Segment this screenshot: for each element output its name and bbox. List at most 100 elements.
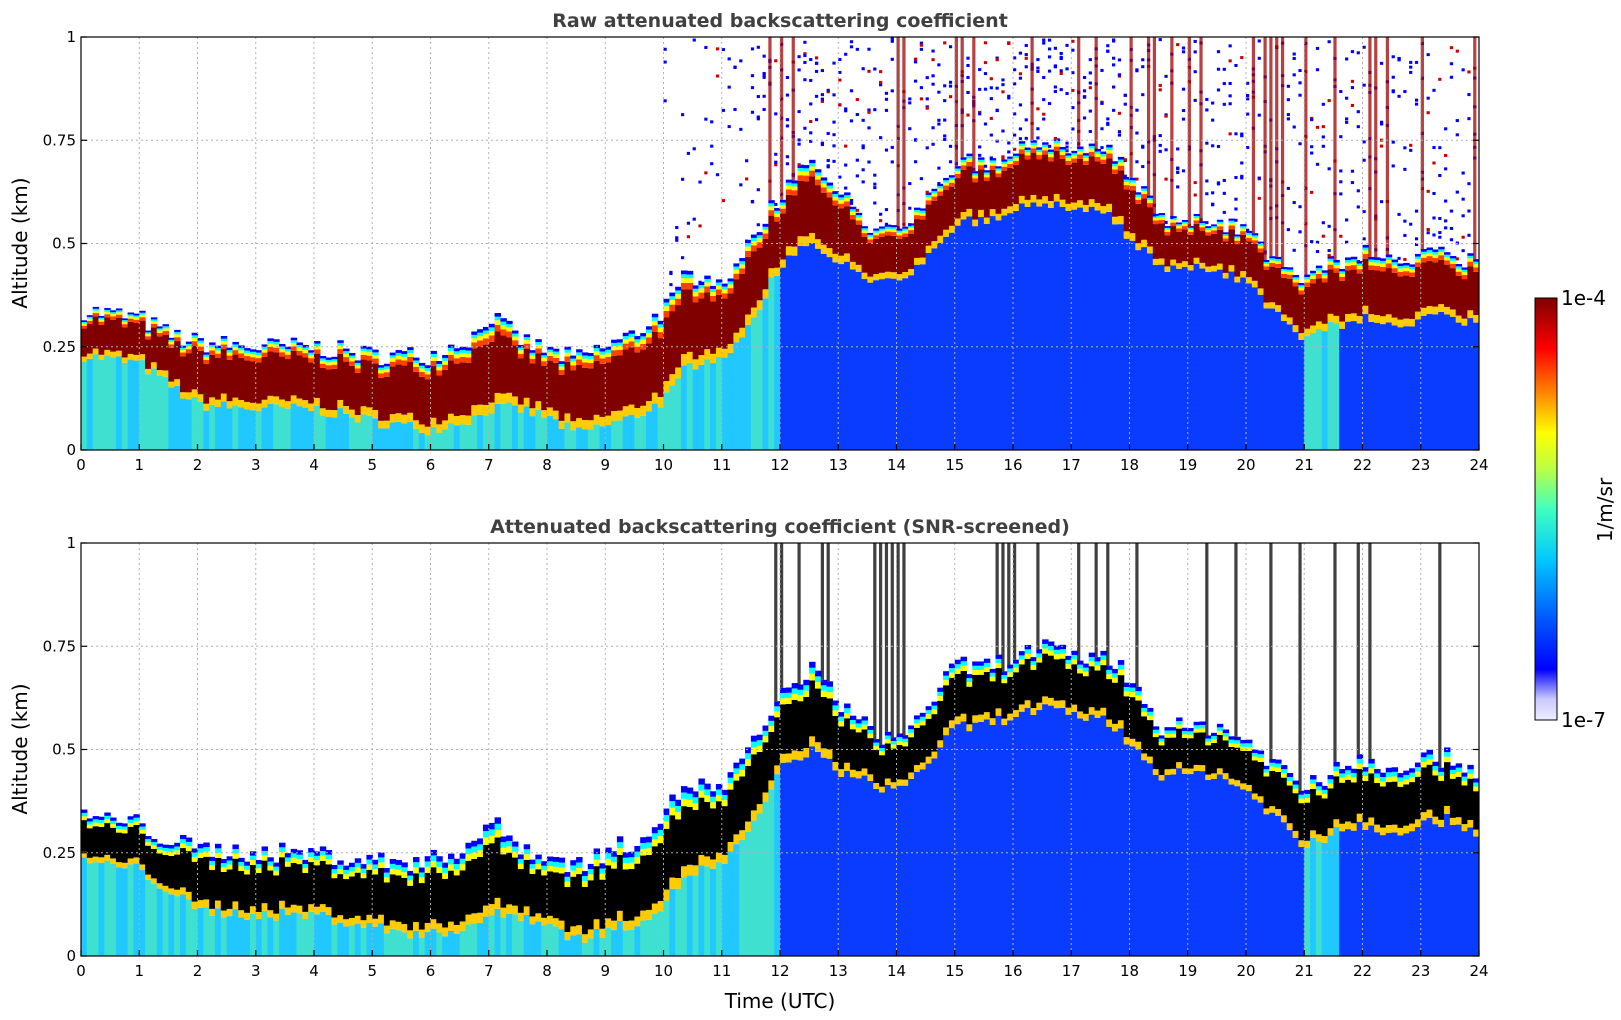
- heatmap-cell: [1409, 782, 1416, 824]
- heatmap-cell: [919, 215, 927, 220]
- heatmap-cell: [675, 799, 682, 807]
- heatmap-cell: [395, 421, 402, 450]
- heatmap-cell: [447, 423, 455, 450]
- heatmap-cell: [418, 867, 426, 873]
- heatmap-cell: [611, 868, 618, 921]
- heatmap-cell: [197, 852, 204, 858]
- heatmap-cell: [308, 362, 315, 404]
- heatmap-cell: [1251, 37, 1256, 234]
- heatmap-cell: [1409, 269, 1416, 273]
- heatmap-cell: [395, 930, 402, 956]
- heatmap-cell: [1211, 732, 1218, 737]
- heatmap-cell: [826, 185, 834, 189]
- heatmap-cell: [715, 356, 723, 450]
- heatmap-cell: [1158, 735, 1166, 739]
- heatmap-cell: [1199, 765, 1206, 772]
- heatmap-cell: [319, 415, 327, 450]
- heatmap-cell: [296, 854, 303, 860]
- heatmap-cell: [844, 206, 851, 254]
- heatmap-cell: [1152, 217, 1160, 221]
- heatmap-cell: [844, 253, 851, 262]
- heatmap-cell: [1467, 819, 1474, 828]
- heatmap-cell: [1082, 153, 1090, 156]
- heatmap-cell: [331, 924, 338, 956]
- heatmap-cell: [646, 343, 653, 402]
- heatmap-cell: [1426, 96, 1430, 100]
- heatmap-cell: [797, 138, 801, 142]
- heatmap-cell: [413, 371, 420, 421]
- heatmap-cell: [249, 410, 257, 450]
- heatmap-cell: [1420, 752, 1428, 758]
- heatmap-cell: [1047, 161, 1055, 201]
- heatmap-cell: [1094, 543, 1098, 658]
- heatmap-cell: [1240, 234, 1247, 272]
- heatmap-cell: [1403, 825, 1410, 834]
- heatmap-cell: [989, 160, 997, 163]
- heatmap-cell: [1467, 258, 1474, 262]
- heatmap-cell: [931, 142, 935, 146]
- heatmap-cell: [1234, 786, 1241, 956]
- heatmap-cell: [838, 776, 845, 956]
- heatmap-cell: [680, 365, 688, 450]
- heatmap-cell: [896, 733, 903, 738]
- heatmap-cell: [558, 857, 566, 863]
- heatmap-cell: [348, 871, 356, 877]
- heatmap-cell: [1007, 664, 1014, 669]
- heatmap-cell: [814, 742, 822, 753]
- heatmap-cell: [937, 235, 944, 243]
- heatmap-cell: [581, 355, 589, 359]
- heatmap-cell: [482, 824, 490, 832]
- heatmap-cell: [1327, 828, 1334, 836]
- heatmap-cell: [1141, 239, 1148, 248]
- heatmap-cell: [867, 239, 874, 243]
- heatmap-cell: [838, 264, 845, 450]
- heatmap-cell: [733, 768, 740, 775]
- heatmap-cell: [849, 89, 854, 93]
- heatmap-cell: [1251, 235, 1259, 238]
- heatmap-cell: [1449, 209, 1454, 213]
- heatmap-cell: [576, 349, 583, 353]
- heatmap-cell: [1432, 770, 1439, 776]
- heatmap-cell: [366, 349, 373, 353]
- heatmap-cell: [383, 933, 391, 956]
- heatmap-cell: [1123, 93, 1127, 97]
- heatmap-cell: [249, 865, 257, 907]
- heatmap-cell: [1368, 262, 1375, 266]
- heatmap-cell: [640, 333, 647, 337]
- heatmap-cell: [948, 720, 956, 729]
- heatmap-cell: [1449, 765, 1457, 770]
- heatmap-cell: [535, 409, 542, 450]
- heatmap-cell: [576, 427, 583, 450]
- heatmap-cell: [1199, 721, 1206, 725]
- heatmap-cell: [302, 868, 309, 873]
- heatmap-cell: [1269, 766, 1276, 771]
- heatmap-cell: [1106, 150, 1113, 154]
- heatmap-cell: [943, 671, 950, 676]
- heatmap-cell: [611, 420, 618, 450]
- heatmap-cell: [640, 910, 647, 921]
- y-tick-label: 0.5: [52, 741, 76, 759]
- heatmap-cell: [523, 337, 531, 341]
- heatmap-cell: [581, 358, 589, 363]
- heatmap-cell: [284, 349, 292, 352]
- heatmap-cell: [1333, 323, 1340, 450]
- x-tick-label: 21: [1295, 456, 1314, 474]
- heatmap-cell: [471, 331, 478, 335]
- x-tick-label: 12: [770, 456, 789, 474]
- heatmap-cell: [809, 746, 816, 956]
- heatmap-cell: [704, 45, 708, 49]
- heatmap-cell: [844, 703, 851, 709]
- heatmap-cell: [86, 821, 94, 825]
- heatmap-cell: [1374, 773, 1381, 778]
- heatmap-cell: [611, 411, 618, 421]
- heatmap-cell: [389, 358, 397, 362]
- heatmap-cell: [803, 168, 810, 172]
- heatmap-cell: [896, 238, 903, 275]
- heatmap-cell: [465, 357, 472, 363]
- x-tick-label: 17: [1062, 962, 1081, 980]
- x-tick-label: 15: [945, 962, 964, 980]
- heatmap-cell: [436, 370, 443, 376]
- heatmap-cell: [430, 860, 437, 868]
- heatmap-cell: [547, 407, 554, 416]
- heatmap-cell: [989, 165, 997, 170]
